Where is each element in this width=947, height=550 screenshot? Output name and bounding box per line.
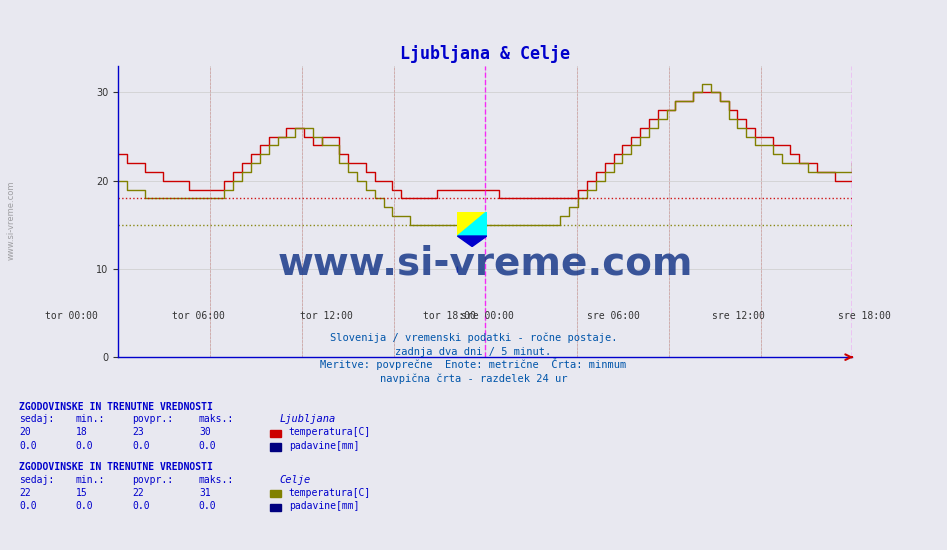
- Text: min.:: min.:: [76, 414, 105, 425]
- Text: sre 00:00: sre 00:00: [461, 311, 514, 321]
- Text: sedaj:: sedaj:: [19, 414, 54, 425]
- Text: povpr.:: povpr.:: [133, 414, 173, 425]
- Text: 0.0: 0.0: [133, 502, 151, 512]
- Text: zadnja dva dni / 5 minut.: zadnja dva dni / 5 minut.: [396, 346, 551, 357]
- Text: Ljubljana: Ljubljana: [279, 414, 335, 425]
- Text: tor 18:00: tor 18:00: [423, 311, 476, 321]
- Text: temperatura[C]: temperatura[C]: [289, 487, 371, 498]
- Text: sre 18:00: sre 18:00: [838, 311, 891, 321]
- Text: 31: 31: [199, 487, 210, 498]
- Text: Celje: Celje: [279, 475, 311, 485]
- Text: 20: 20: [19, 427, 30, 437]
- Text: padavine[mm]: padavine[mm]: [289, 441, 359, 451]
- Text: 0.0: 0.0: [199, 502, 217, 512]
- Text: navpična črta - razdelek 24 ur: navpična črta - razdelek 24 ur: [380, 374, 567, 384]
- Text: sedaj:: sedaj:: [19, 475, 54, 485]
- Text: padavine[mm]: padavine[mm]: [289, 502, 359, 512]
- Text: maks.:: maks.:: [199, 475, 234, 485]
- Text: tor 06:00: tor 06:00: [172, 311, 225, 321]
- Text: 23: 23: [133, 427, 144, 437]
- Title: Ljubljana & Celje: Ljubljana & Celje: [401, 45, 570, 63]
- Text: tor 00:00: tor 00:00: [45, 311, 98, 321]
- Text: 0.0: 0.0: [76, 441, 94, 451]
- Text: tor 12:00: tor 12:00: [300, 311, 353, 321]
- Text: min.:: min.:: [76, 475, 105, 485]
- Text: 0.0: 0.0: [199, 441, 217, 451]
- Text: 0.0: 0.0: [19, 441, 37, 451]
- Text: 30: 30: [199, 427, 210, 437]
- Text: 22: 22: [19, 487, 30, 498]
- Text: 0.0: 0.0: [76, 502, 94, 512]
- Text: 0.0: 0.0: [133, 441, 151, 451]
- Text: maks.:: maks.:: [199, 414, 234, 425]
- Text: 22: 22: [133, 487, 144, 498]
- Text: Meritve: povprečne  Enote: metrične  Črta: minmum: Meritve: povprečne Enote: metrične Črta:…: [320, 359, 627, 371]
- Text: 0.0: 0.0: [19, 502, 37, 512]
- Text: ZGODOVINSKE IN TRENUTNE VREDNOSTI: ZGODOVINSKE IN TRENUTNE VREDNOSTI: [19, 402, 213, 412]
- Text: sre 12:00: sre 12:00: [712, 311, 765, 321]
- Text: 15: 15: [76, 487, 87, 498]
- Text: www.si-vreme.com: www.si-vreme.com: [7, 180, 16, 260]
- Text: Slovenija / vremenski podatki - ročne postaje.: Slovenija / vremenski podatki - ročne po…: [330, 333, 617, 343]
- Text: temperatura[C]: temperatura[C]: [289, 427, 371, 437]
- Text: ZGODOVINSKE IN TRENUTNE VREDNOSTI: ZGODOVINSKE IN TRENUTNE VREDNOSTI: [19, 462, 213, 472]
- Text: povpr.:: povpr.:: [133, 475, 173, 485]
- Text: www.si-vreme.com: www.si-vreme.com: [277, 245, 693, 283]
- Text: 18: 18: [76, 427, 87, 437]
- Text: sre 06:00: sre 06:00: [587, 311, 640, 321]
